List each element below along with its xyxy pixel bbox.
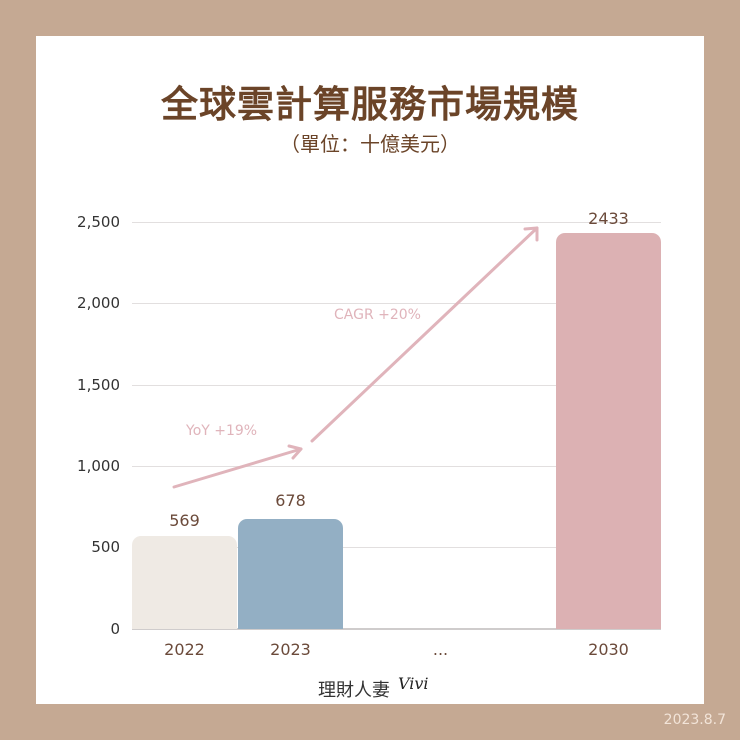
gridline-2500 (132, 222, 661, 223)
y-tick-500: 500 (91, 538, 120, 556)
x-axis-baseline (132, 628, 661, 630)
y-tick-1000: 1,000 (77, 457, 120, 475)
x-tick-2030: 2030 (588, 640, 629, 659)
bar-2023 (238, 519, 343, 629)
signature-text: 理財人妻 (318, 680, 390, 701)
cagr-annotation: CAGR +20% (334, 307, 421, 323)
x-tick-2023: 2023 (270, 640, 311, 659)
signature-script: Vivi (398, 674, 429, 693)
cagr-arrowhead-icon (523, 226, 539, 242)
yoy-arrow-line (172, 447, 303, 489)
chart-subtitle: （單位：十億美元） (280, 132, 460, 156)
cagr-arrow-line (310, 226, 539, 443)
gridline-500 (132, 547, 661, 548)
y-tick-1500: 1,500 (77, 376, 120, 394)
gridline-1000 (132, 466, 661, 467)
y-tick-2000: 2,000 (77, 294, 120, 312)
gridline-1500 (132, 385, 661, 386)
chart-title: 全球雲計算服務市場規模 (161, 83, 579, 126)
x-tick-ellipsis: ... (432, 640, 449, 659)
x-tick-2022: 2022 (164, 640, 205, 659)
post-date: 2023.8.7 (663, 712, 726, 728)
bar-label-2022: 569 (169, 511, 200, 530)
bar-label-2023: 678 (275, 491, 306, 510)
yoy-arrowhead-icon (287, 444, 303, 460)
y-tick-0: 0 (110, 620, 120, 638)
gridline-2000 (132, 303, 661, 304)
bar-2030 (556, 233, 661, 629)
yoy-annotation: YoY +19% (186, 423, 258, 439)
bar-label-2030: 2433 (588, 209, 629, 228)
y-tick-2500: 2,500 (77, 213, 120, 231)
bar-2022 (132, 536, 237, 629)
